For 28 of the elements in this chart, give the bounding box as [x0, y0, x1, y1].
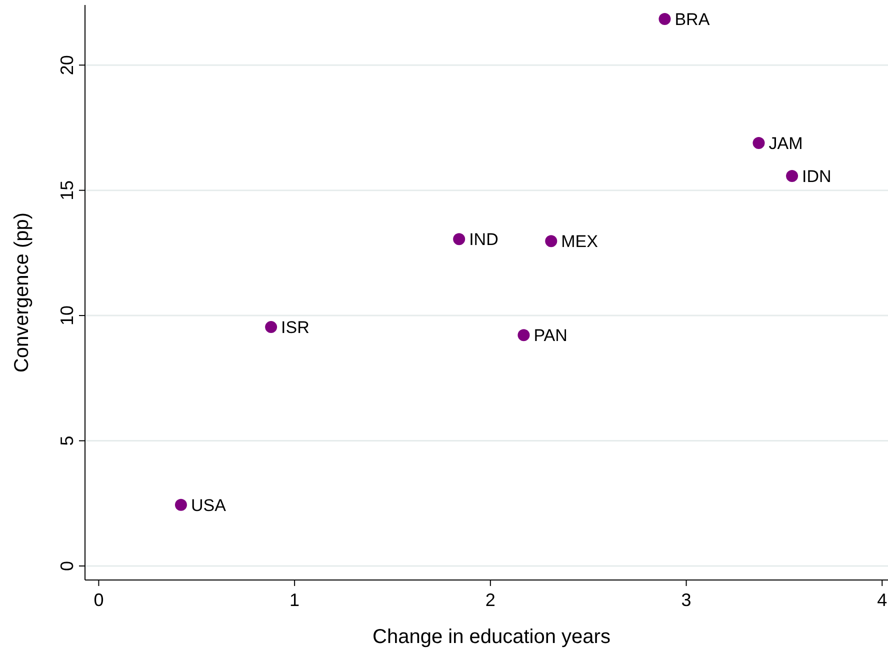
- point: [174, 498, 187, 511]
- point: [265, 321, 278, 334]
- point: [453, 233, 466, 246]
- x-tick-label: 1: [290, 590, 300, 610]
- x-tick-label: 2: [485, 590, 496, 610]
- annotation: IND: [469, 230, 498, 250]
- y-tick-label: 10: [57, 306, 77, 326]
- point: [518, 329, 530, 342]
- annotation: IDN: [802, 167, 832, 186]
- annotation: USA: [190, 496, 227, 515]
- y-tick-label: 0: [57, 560, 77, 571]
- x-axis-title: Change in education years: [372, 626, 610, 648]
- annotation: PAN: [534, 326, 568, 346]
- annotation: JAM: [768, 134, 803, 153]
- x-tick-label: 4: [877, 590, 888, 610]
- y-tick-label: 20: [57, 55, 77, 76]
- point: [752, 136, 765, 149]
- point: [545, 235, 558, 248]
- y-tick-label: 5: [57, 436, 77, 446]
- y-tick-label: 15: [57, 180, 77, 200]
- annotation: BRA: [674, 10, 710, 30]
- y-axis-title: Convergence (pp): [11, 212, 33, 373]
- point: [658, 13, 671, 26]
- point: [786, 170, 798, 182]
- x-tick-label: 0: [94, 590, 104, 610]
- x-tick-label: 3: [681, 590, 692, 610]
- annotation: ISR: [281, 318, 310, 338]
- annotation: MEX: [561, 232, 598, 252]
